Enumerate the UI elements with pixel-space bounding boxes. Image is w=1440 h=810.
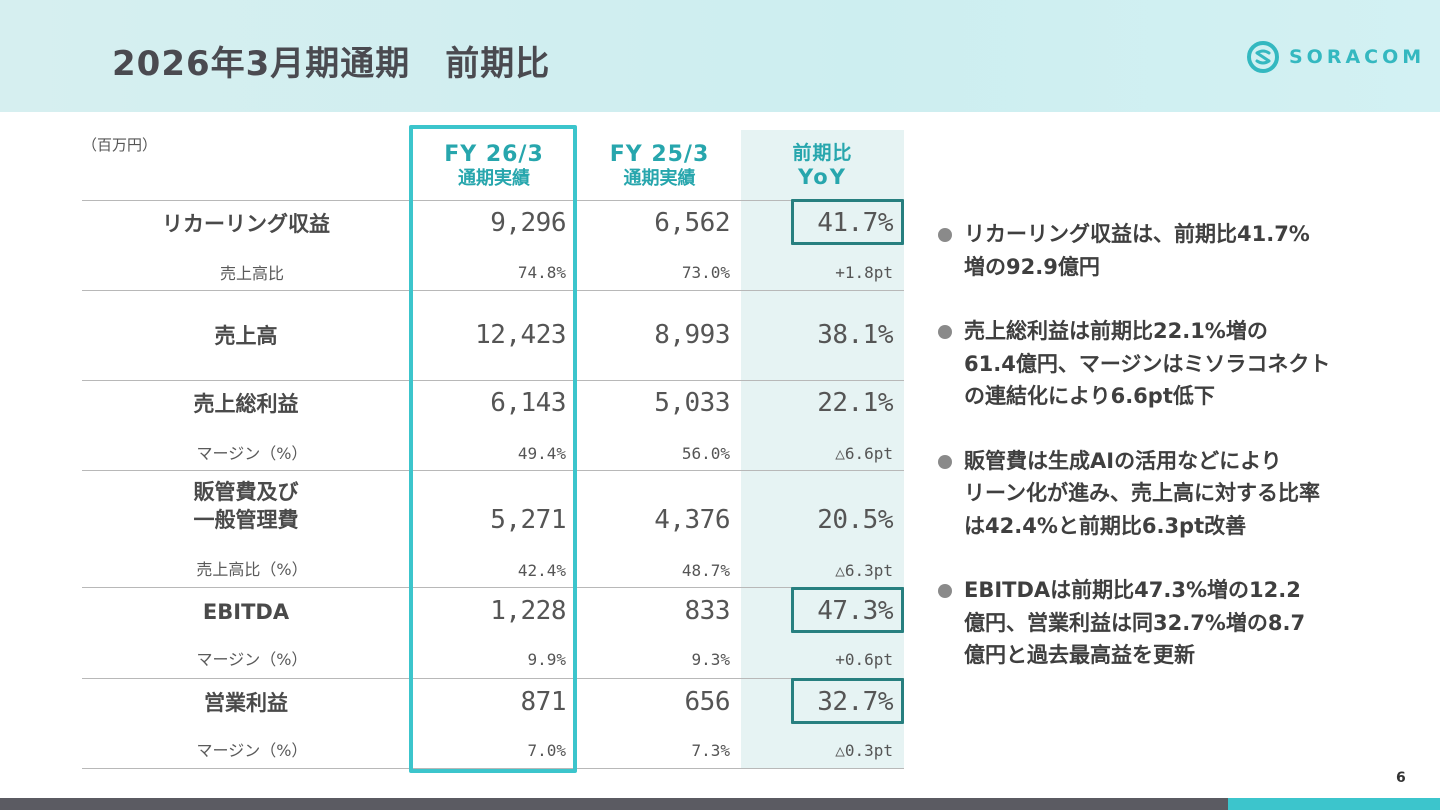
bullet-text-line: は42.4%と前期比6.3pt改善 xyxy=(964,513,1247,538)
bullet-item: 販管費は生成AIの活用などにより リーン化が進み、売上高に対する比率 は42.4… xyxy=(938,445,1378,543)
row-label-operating-profit: 営業利益 xyxy=(204,691,288,715)
row-divider xyxy=(82,470,904,471)
yoy-column-background xyxy=(741,130,904,768)
sub-value-fy25-recurring-ratio: 73.0% xyxy=(681,263,730,282)
value-fy25-recurring-revenue: 6,562 xyxy=(654,208,730,238)
page-number: 6 xyxy=(1396,770,1406,786)
value-yoy-recurring-revenue: 41.7% xyxy=(817,208,893,238)
sub-value-fy26-recurring-ratio: 74.8% xyxy=(517,263,566,282)
highlight-box-recurring-yoy xyxy=(791,199,904,245)
column-header-fy26-type: 通期実績 xyxy=(458,168,530,190)
bullet-text-line: 億円と過去最高益を更新 xyxy=(964,643,1195,668)
bullet-dot-icon xyxy=(938,584,952,599)
row-divider xyxy=(82,768,904,769)
value-fy26-operating-profit: 871 xyxy=(520,687,567,717)
bullet-text-line: EBITDAは前期比47.3%増の12.2 xyxy=(964,578,1301,603)
value-yoy-ebitda: 47.3% xyxy=(817,596,893,626)
value-yoy-operating-profit: 32.7% xyxy=(817,687,893,717)
sub-value-fy25-operating-margin: 7.3% xyxy=(691,741,730,760)
sub-value-fy25-gross-margin: 56.0% xyxy=(681,444,730,463)
sub-value-fy25-sga-ratio: 48.7% xyxy=(681,561,730,580)
bullet-text-line: 売上総利益は前期比22.1%増の xyxy=(964,319,1268,344)
value-fy26-gross-profit: 6,143 xyxy=(490,388,566,418)
sub-value-yoy-sga-ratio: △6.3pt xyxy=(835,561,893,580)
column-header-yoy-en: YoY xyxy=(798,164,847,189)
row-label-sga-line1: 販管費及び xyxy=(193,480,299,504)
sub-label-gross-margin: マージン（%） xyxy=(196,444,308,463)
footer-bar xyxy=(0,798,1228,810)
soracom-logo-icon xyxy=(1247,41,1279,73)
bullet-text-line: 億円、営業利益は同32.7%増の8.7 xyxy=(964,610,1306,635)
row-divider xyxy=(82,380,904,381)
sub-label-recurring-ratio: 売上高比 xyxy=(219,264,284,283)
sub-value-fy26-operating-margin: 7.0% xyxy=(527,741,566,760)
column-header-fy25-period: FY 25/3 xyxy=(609,142,710,167)
sub-value-yoy-operating-margin: △0.3pt xyxy=(835,741,893,760)
sub-value-fy25-ebitda-margin: 9.3% xyxy=(691,650,730,669)
sub-value-yoy-ebitda-margin: +0.6pt xyxy=(835,650,893,669)
row-label-sga: 販管費及び 一般管理費 xyxy=(82,478,410,535)
column-header-fy26-period: FY 26/3 xyxy=(444,142,544,167)
row-label-recurring-revenue: リカーリング収益 xyxy=(162,212,330,236)
bullet-item: 売上総利益は前期比22.1%増の 61.4億円、マージンはミソラコネクト の連結… xyxy=(938,315,1378,413)
bullet-text-line: リーン化が進み、売上高に対する比率 xyxy=(964,481,1320,506)
unit-label: （百万円） xyxy=(82,136,158,154)
footer-accent-bar xyxy=(1228,798,1440,810)
bullet-item: EBITDAは前期比47.3%増の12.2 億円、営業利益は同32.7%増の8.… xyxy=(938,574,1378,672)
value-fy25-ebitda: 833 xyxy=(684,596,731,626)
bullet-dot-icon xyxy=(938,454,952,469)
column-header-fy26: FY 26/3 通期実績 xyxy=(410,142,578,190)
sub-label-sga-ratio: 売上高比（%） xyxy=(196,560,308,579)
highlight-box-operating-yoy xyxy=(791,678,904,724)
row-label-gross-profit: 売上総利益 xyxy=(193,392,299,416)
bullet-text-line: の連結化により6.6pt低下 xyxy=(964,384,1215,409)
bullet-dot-icon xyxy=(938,228,952,242)
bullet-text-line: 61.4億円、マージンはミソラコネクト xyxy=(964,351,1331,376)
sub-label-operating-margin: マージン（%） xyxy=(196,741,308,760)
value-fy25-operating-profit: 656 xyxy=(684,687,731,717)
value-fy26-sga: 5,271 xyxy=(490,505,566,535)
column-header-fy25: FY 25/3 通期実績 xyxy=(578,142,741,190)
bullet-text-line: 販管費は生成AIの活用などにより xyxy=(964,448,1282,473)
logo-text: SORACOM xyxy=(1289,46,1426,68)
highlight-box-ebitda-yoy xyxy=(791,587,904,633)
sub-value-fy26-ebitda-margin: 9.9% xyxy=(527,650,566,669)
value-fy25-revenue: 8,993 xyxy=(654,320,730,350)
column-header-yoy: 前期比 YoY xyxy=(741,142,904,190)
page-title: 2026年3月期通期 前期比 xyxy=(112,44,551,84)
header: 2026年3月期通期 前期比 SORACOM xyxy=(0,0,1440,112)
row-divider xyxy=(82,200,904,201)
row-divider xyxy=(82,678,904,679)
bullet-text-line: リカーリング収益は、前期比41.7% xyxy=(964,222,1310,246)
row-divider xyxy=(82,290,904,291)
sub-value-yoy-gross-margin: △6.6pt xyxy=(835,444,893,463)
value-yoy-gross-profit: 22.1% xyxy=(817,388,893,418)
row-label-ebitda: EBITDA xyxy=(202,600,290,624)
row-label-sga-line2: 一般管理費 xyxy=(193,508,299,533)
fy26-column-highlight-frame xyxy=(409,125,577,773)
bullet-dot-icon xyxy=(938,325,952,340)
summary-bullets: リカーリング収益は、前期比41.7% 増の92.9億円 売上総利益は前期比22.… xyxy=(938,218,1378,704)
sub-label-ebitda-margin: マージン（%） xyxy=(196,650,308,669)
soracom-logo: SORACOM xyxy=(1246,40,1425,74)
sub-value-fy26-sga-ratio: 42.4% xyxy=(517,561,566,580)
sub-value-fy26-gross-margin: 49.4% xyxy=(517,444,566,463)
row-divider xyxy=(82,587,904,588)
bullet-item: リカーリング収益は、前期比41.7% 増の92.9億円 xyxy=(938,218,1378,283)
value-yoy-sga: 20.5% xyxy=(817,505,893,535)
value-fy26-recurring-revenue: 9,296 xyxy=(490,208,566,238)
column-header-fy25-type: 通期実績 xyxy=(623,168,696,190)
value-yoy-revenue: 38.1% xyxy=(817,320,893,350)
value-fy26-revenue: 12,423 xyxy=(475,320,566,350)
value-fy25-sga: 4,376 xyxy=(654,505,730,535)
sub-value-yoy-recurring-ratio: +1.8pt xyxy=(835,263,893,282)
row-label-revenue: 売上高 xyxy=(214,324,278,348)
value-fy25-gross-profit: 5,033 xyxy=(654,388,730,418)
value-fy26-ebitda: 1,228 xyxy=(490,596,566,626)
bullet-text-line: 増の92.9億円 xyxy=(964,254,1100,279)
column-header-yoy-jp: 前期比 xyxy=(792,142,853,164)
